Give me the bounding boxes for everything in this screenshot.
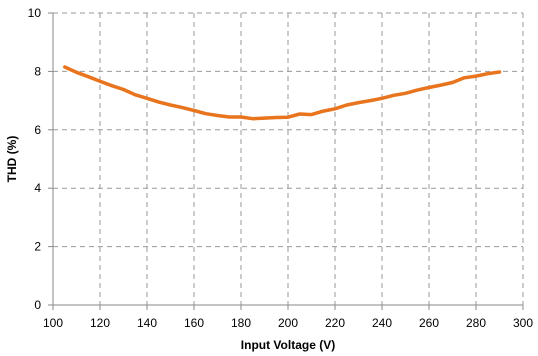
y-axis-title: THD (%) xyxy=(5,136,19,183)
axis-layer xyxy=(48,12,524,310)
x-tick-label-120: 120 xyxy=(90,316,110,330)
y-tick-label-6: 6 xyxy=(34,123,41,137)
x-tick-label-180: 180 xyxy=(231,316,251,330)
thd-series-line-0 xyxy=(63,65,502,121)
x-tick-label-280: 280 xyxy=(466,316,486,330)
label-layer: 100 120 140 160 180 200 220 240 260 280 300 0 2 4 6 8 10 xyxy=(28,6,534,330)
x-tick-label-140: 140 xyxy=(137,316,157,330)
grid-layer xyxy=(53,12,523,305)
x-tick-label-220: 220 xyxy=(325,316,345,330)
y-tick-label-8: 8 xyxy=(34,64,41,78)
x-tick-label-200: 200 xyxy=(278,316,298,330)
x-tick-label-300: 300 xyxy=(513,316,533,330)
y-tick-label-4: 4 xyxy=(34,181,41,195)
y-tick-label-0: 0 xyxy=(34,298,41,312)
y-tick-label-2: 2 xyxy=(34,240,41,254)
y-tick-label-10: 10 xyxy=(28,6,42,20)
x-tick-label-240: 240 xyxy=(372,316,392,330)
x-tick-label-160: 160 xyxy=(184,316,204,330)
x-tick-label-100: 100 xyxy=(43,316,63,330)
x-tick-label-260: 260 xyxy=(419,316,439,330)
series-layer xyxy=(63,65,502,121)
x-axis-title: Input Voltage (V) xyxy=(241,338,335,352)
